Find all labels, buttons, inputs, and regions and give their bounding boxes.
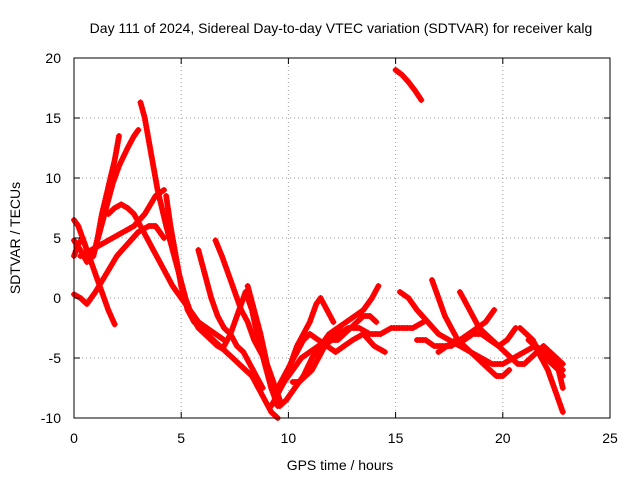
series-arc-25 — [534, 343, 566, 367]
data-point — [330, 319, 337, 325]
x-tick-label: 10 — [281, 430, 297, 446]
y-axis-label: SDTVAR / TECUs — [7, 182, 23, 294]
x-tick-label: 5 — [177, 430, 185, 446]
y-tick-label: 0 — [53, 290, 61, 306]
data-point — [259, 385, 266, 391]
data-point — [559, 409, 566, 415]
chart-title: Day 111 of 2024, Sidereal Day-to-day VTE… — [90, 20, 593, 36]
series-arc-24 — [525, 337, 566, 415]
y-tick-label: -5 — [49, 350, 62, 366]
x-tick-label: 20 — [495, 430, 511, 446]
data-point — [381, 349, 388, 355]
series-arc-16 — [289, 313, 380, 385]
grid — [74, 58, 610, 418]
series-arc-06 — [105, 201, 228, 343]
data-point — [559, 361, 566, 367]
data-point — [491, 307, 498, 313]
series-arc-12 — [244, 283, 382, 409]
x-tick-label: 25 — [602, 430, 618, 446]
data-point — [116, 133, 123, 139]
y-tick-label: 20 — [45, 50, 61, 66]
data-layer — [71, 67, 566, 421]
series-arc-15 — [281, 295, 337, 385]
series-arc-17 — [392, 67, 425, 103]
series-arc-01 — [71, 217, 118, 328]
series-arc-03 — [71, 127, 142, 265]
data-point — [418, 97, 425, 103]
series-arc-04 — [71, 223, 168, 307]
x-axis-label: GPS time / hours — [287, 457, 394, 473]
data-point — [139, 107, 146, 114]
data-point — [161, 235, 168, 241]
series-arc-09 — [195, 247, 266, 391]
series-arc-22 — [414, 307, 498, 349]
x-tick-label: 0 — [70, 430, 78, 446]
data-point — [161, 187, 168, 193]
x-tick-label: 15 — [388, 430, 404, 446]
series-trace — [244, 283, 382, 409]
y-tick-label: 10 — [45, 170, 61, 186]
data-point — [373, 319, 380, 325]
data-point — [375, 283, 382, 289]
data-point — [111, 321, 118, 328]
axes: 0 5 10 15 20 25 -10 -5 0 5 10 15 20 — [41, 50, 618, 446]
y-tick-label: 15 — [45, 110, 61, 126]
data-point — [135, 127, 142, 133]
y-tick-label: -10 — [41, 410, 61, 426]
data-point — [506, 367, 513, 373]
data-point — [559, 385, 566, 391]
y-tick-label: 5 — [53, 230, 61, 246]
